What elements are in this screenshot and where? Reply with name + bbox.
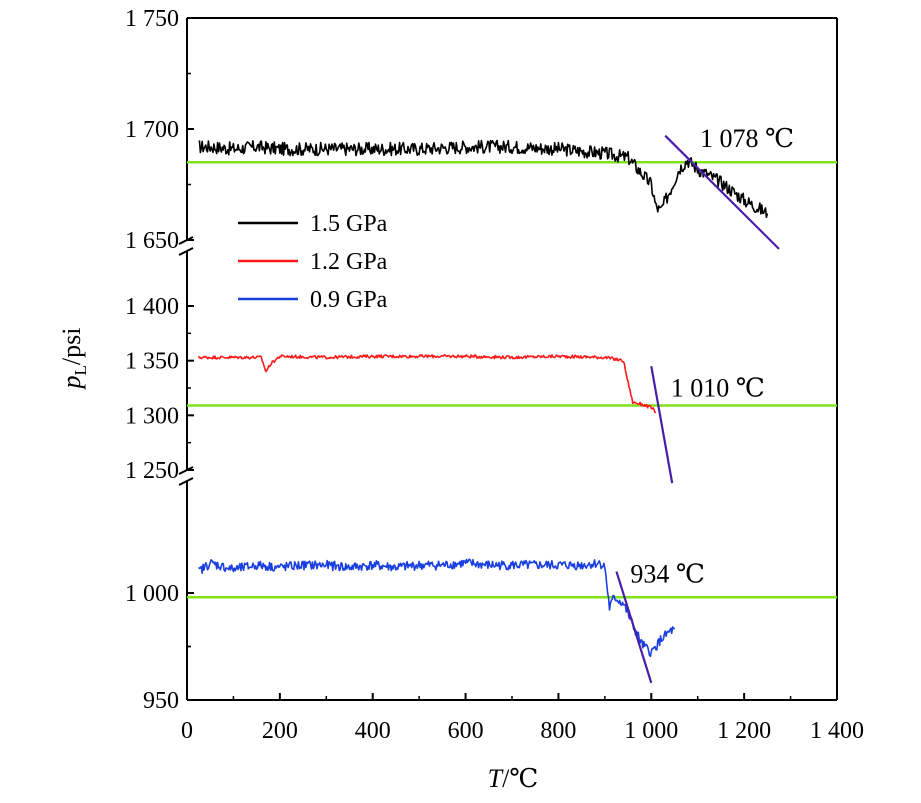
x-tick-label: 400 <box>355 718 391 744</box>
y-axis-title-sub: L <box>71 365 90 375</box>
tangent-line-middle <box>650 365 674 484</box>
x-axis-title-unit: /℃ <box>502 764 538 793</box>
series-line-1-5-GPa <box>198 139 769 219</box>
axis-break-mark <box>178 477 194 486</box>
annotation-bottom: 934 ℃ <box>630 559 705 588</box>
y-tick-label: 950 <box>143 688 179 714</box>
tangent-line-bottom <box>615 571 653 684</box>
x-tick-label: 1 400 <box>810 718 864 744</box>
y-axis-title-unit: /psi <box>57 328 86 366</box>
axis-break-mark <box>178 247 194 256</box>
y-tick-label: 1 000 <box>125 581 179 607</box>
axis-break-gap <box>181 471 193 481</box>
y-axis-title-main: p <box>57 375 86 390</box>
legend-label: 0.9 GPa <box>310 287 388 313</box>
x-tick-label: 800 <box>540 718 576 744</box>
x-tick-label: 1 200 <box>717 718 771 744</box>
y-tick-label: 1 350 <box>125 349 179 375</box>
series-line-0-9-GPa <box>198 558 676 658</box>
x-tick-label: 600 <box>448 718 484 744</box>
x-axis-title: T/℃ <box>488 764 539 793</box>
axis-break-mark <box>178 236 194 245</box>
y-tick-label: 1 250 <box>125 458 179 484</box>
legend-label: 1.5 GPa <box>310 211 388 237</box>
axis-break-mark <box>178 466 194 475</box>
y-tick-label: 1 650 <box>125 228 179 254</box>
x-tick-label: 200 <box>262 718 298 744</box>
y-tick-label: 1 300 <box>125 403 179 429</box>
tangent-line-top <box>664 134 780 250</box>
y-axis-title: pL/psi <box>57 328 90 391</box>
x-axis-title-main: T <box>488 764 504 793</box>
y-tick-label: 1 750 <box>125 6 179 32</box>
axis-break-gap <box>181 241 193 251</box>
legend-label: 1.2 GPa <box>310 249 388 275</box>
y-tick-label: 1 400 <box>125 294 179 320</box>
series-line-1-2-GPa <box>197 354 657 414</box>
x-tick-label: 0 <box>181 718 193 744</box>
annotation-top: 1 078 ℃ <box>700 124 794 153</box>
x-tick-label: 1 000 <box>624 718 678 744</box>
annotation-middle: 1 010 ℃ <box>671 374 765 403</box>
y-tick-label: 1 700 <box>125 117 179 143</box>
